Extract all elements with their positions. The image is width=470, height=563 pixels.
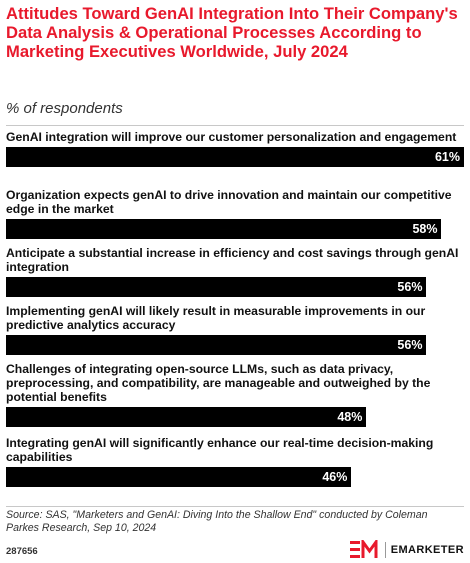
bottom-divider [6, 506, 464, 507]
bar-row: Anticipate a substantial increase in eff… [6, 246, 464, 297]
bar: 48% [6, 407, 367, 427]
value-label: 61% [434, 150, 460, 164]
chart-id: 287656 [6, 546, 38, 557]
category-label: Implementing genAI will likely result in… [6, 304, 426, 332]
emarketer-logo-icon [349, 540, 378, 558]
value-label: 58% [412, 222, 438, 236]
category-label: Integrating genAI will significantly enh… [6, 436, 434, 464]
bar: 56% [6, 335, 427, 355]
bar-row: Organization expects genAI to drive inno… [6, 188, 464, 239]
bar-chart: GenAI integration will improve our custo… [6, 130, 464, 502]
bar: 61% [6, 147, 464, 167]
bar-row: Implementing genAI will likely result in… [6, 304, 464, 355]
value-label: 56% [397, 338, 423, 352]
category-label: GenAI integration will improve our custo… [6, 130, 457, 144]
bar: 46% [6, 467, 352, 487]
value-label: 46% [322, 470, 348, 484]
value-label: 48% [337, 410, 363, 424]
value-label: 56% [397, 280, 423, 294]
category-label: Organization expects genAI to drive inno… [6, 188, 452, 216]
bar-row: GenAI integration will improve our custo… [6, 130, 464, 167]
chart-title: Attitudes Toward GenAI Integration Into … [6, 4, 458, 61]
source-note: Source: SAS, "Marketers and GenAI: Divin… [6, 509, 428, 534]
brand-separator [384, 542, 386, 558]
bar: 58% [6, 219, 442, 239]
bar: 56% [6, 277, 427, 297]
top-divider [6, 125, 464, 126]
category-label: Anticipate a substantial increase in eff… [6, 246, 459, 274]
bar-row: Integrating genAI will significantly enh… [6, 436, 464, 487]
bar-row: Challenges of integrating open-source LL… [6, 362, 464, 427]
brand-name: EMARKETER [390, 544, 464, 556]
chart-subtitle: % of respondents [6, 100, 123, 117]
brand-logo: EMARKETER [349, 540, 464, 560]
category-label: Challenges of integrating open-source LL… [6, 362, 431, 404]
